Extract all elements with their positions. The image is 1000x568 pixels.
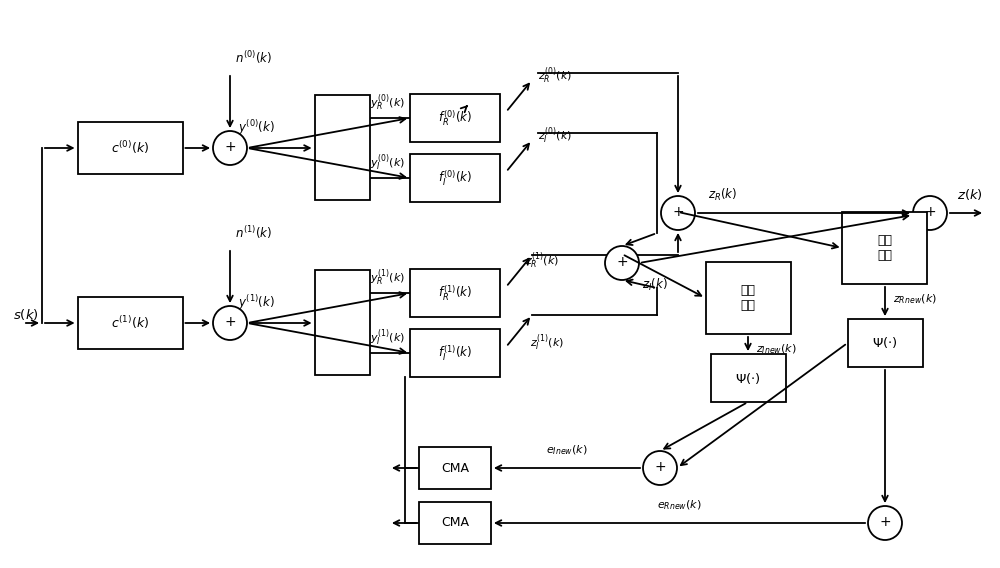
Text: $y_R^{(1)}(k)$: $y_R^{(1)}(k)$ (370, 268, 405, 289)
Text: CMA: CMA (441, 516, 469, 529)
Text: $+$: $+$ (879, 515, 891, 529)
Bar (710, 354, 786, 402)
Text: $+$: $+$ (672, 205, 684, 219)
Bar (410, 94, 500, 142)
Circle shape (643, 451, 677, 485)
Text: $z_{Rnew}(k)$: $z_{Rnew}(k)$ (893, 292, 937, 306)
Circle shape (661, 196, 695, 230)
Text: $e_{Rnew}(k)$: $e_{Rnew}(k)$ (657, 498, 702, 512)
Text: $n^{(0)}(k)$: $n^{(0)}(k)$ (235, 49, 272, 66)
Bar (848, 319, 922, 367)
Text: $y^{(0)}(k)$: $y^{(0)}(k)$ (238, 119, 275, 137)
Text: $z_{Inew}(k)$: $z_{Inew}(k)$ (756, 342, 797, 356)
Text: $\Psi(\cdot)$: $\Psi(\cdot)$ (872, 336, 898, 350)
Text: $+$: $+$ (616, 255, 628, 269)
Bar (842, 212, 927, 284)
Circle shape (213, 131, 247, 165)
Text: $z_R(k)$: $z_R(k)$ (708, 187, 737, 203)
Bar (410, 329, 500, 377)
Bar (78, 122, 183, 174)
Text: $+$: $+$ (224, 140, 236, 154)
Text: $y^{(1)}(k)$: $y^{(1)}(k)$ (238, 294, 275, 312)
Bar (419, 502, 491, 544)
Text: $z(k)$: $z(k)$ (957, 187, 983, 203)
Text: $y_R^{(0)}(k)$: $y_R^{(0)}(k)$ (370, 93, 405, 114)
Text: $y_I^{(0)}(k)$: $y_I^{(0)}(k)$ (370, 153, 405, 173)
Bar (78, 297, 183, 349)
Circle shape (605, 246, 639, 280)
Text: 坐标
变换: 坐标 变换 (740, 284, 756, 312)
Text: $f_R^{(0)}(k)$: $f_R^{(0)}(k)$ (438, 108, 472, 128)
Text: $+$: $+$ (224, 315, 236, 329)
Bar (706, 262, 791, 334)
Text: $s(k)$: $s(k)$ (13, 307, 39, 323)
Bar (419, 447, 491, 489)
Text: $z_R^{(0)}(k)$: $z_R^{(0)}(k)$ (538, 66, 572, 86)
Text: $f_I^{(1)}(k)$: $f_I^{(1)}(k)$ (438, 343, 472, 363)
Bar (314, 270, 370, 375)
Text: $e_{Inew}(k)$: $e_{Inew}(k)$ (546, 443, 588, 457)
Bar (410, 269, 500, 317)
Text: $+$: $+$ (654, 460, 666, 474)
Text: $f_I^{(0)}(k)$: $f_I^{(0)}(k)$ (438, 168, 472, 188)
Text: 坐标
变换: 坐标 变换 (878, 234, 893, 262)
Text: $y_I^{(1)}(k)$: $y_I^{(1)}(k)$ (370, 328, 405, 348)
Text: $c^{(1)}(k)$: $c^{(1)}(k)$ (111, 315, 149, 332)
Bar (314, 95, 370, 201)
Text: CMA: CMA (441, 461, 469, 474)
Circle shape (868, 506, 902, 540)
Text: $z_R^{(1)}(k)$: $z_R^{(1)}(k)$ (525, 250, 559, 272)
Text: $f_R^{(1)}(k)$: $f_R^{(1)}(k)$ (438, 283, 472, 303)
Text: $n^{(1)}(k)$: $n^{(1)}(k)$ (235, 224, 272, 241)
Text: $z_I^{(0)}(k)$: $z_I^{(0)}(k)$ (538, 126, 572, 147)
Text: $z_I(k)$: $z_I(k)$ (642, 277, 668, 293)
Bar (410, 154, 500, 202)
Circle shape (913, 196, 947, 230)
Circle shape (213, 306, 247, 340)
Text: $\Psi(\cdot)$: $\Psi(\cdot)$ (735, 370, 761, 386)
Text: $+$: $+$ (924, 205, 936, 219)
Text: $c^{(0)}(k)$: $c^{(0)}(k)$ (111, 140, 149, 156)
Text: $z_I^{(1)}(k)$: $z_I^{(1)}(k)$ (530, 333, 564, 353)
